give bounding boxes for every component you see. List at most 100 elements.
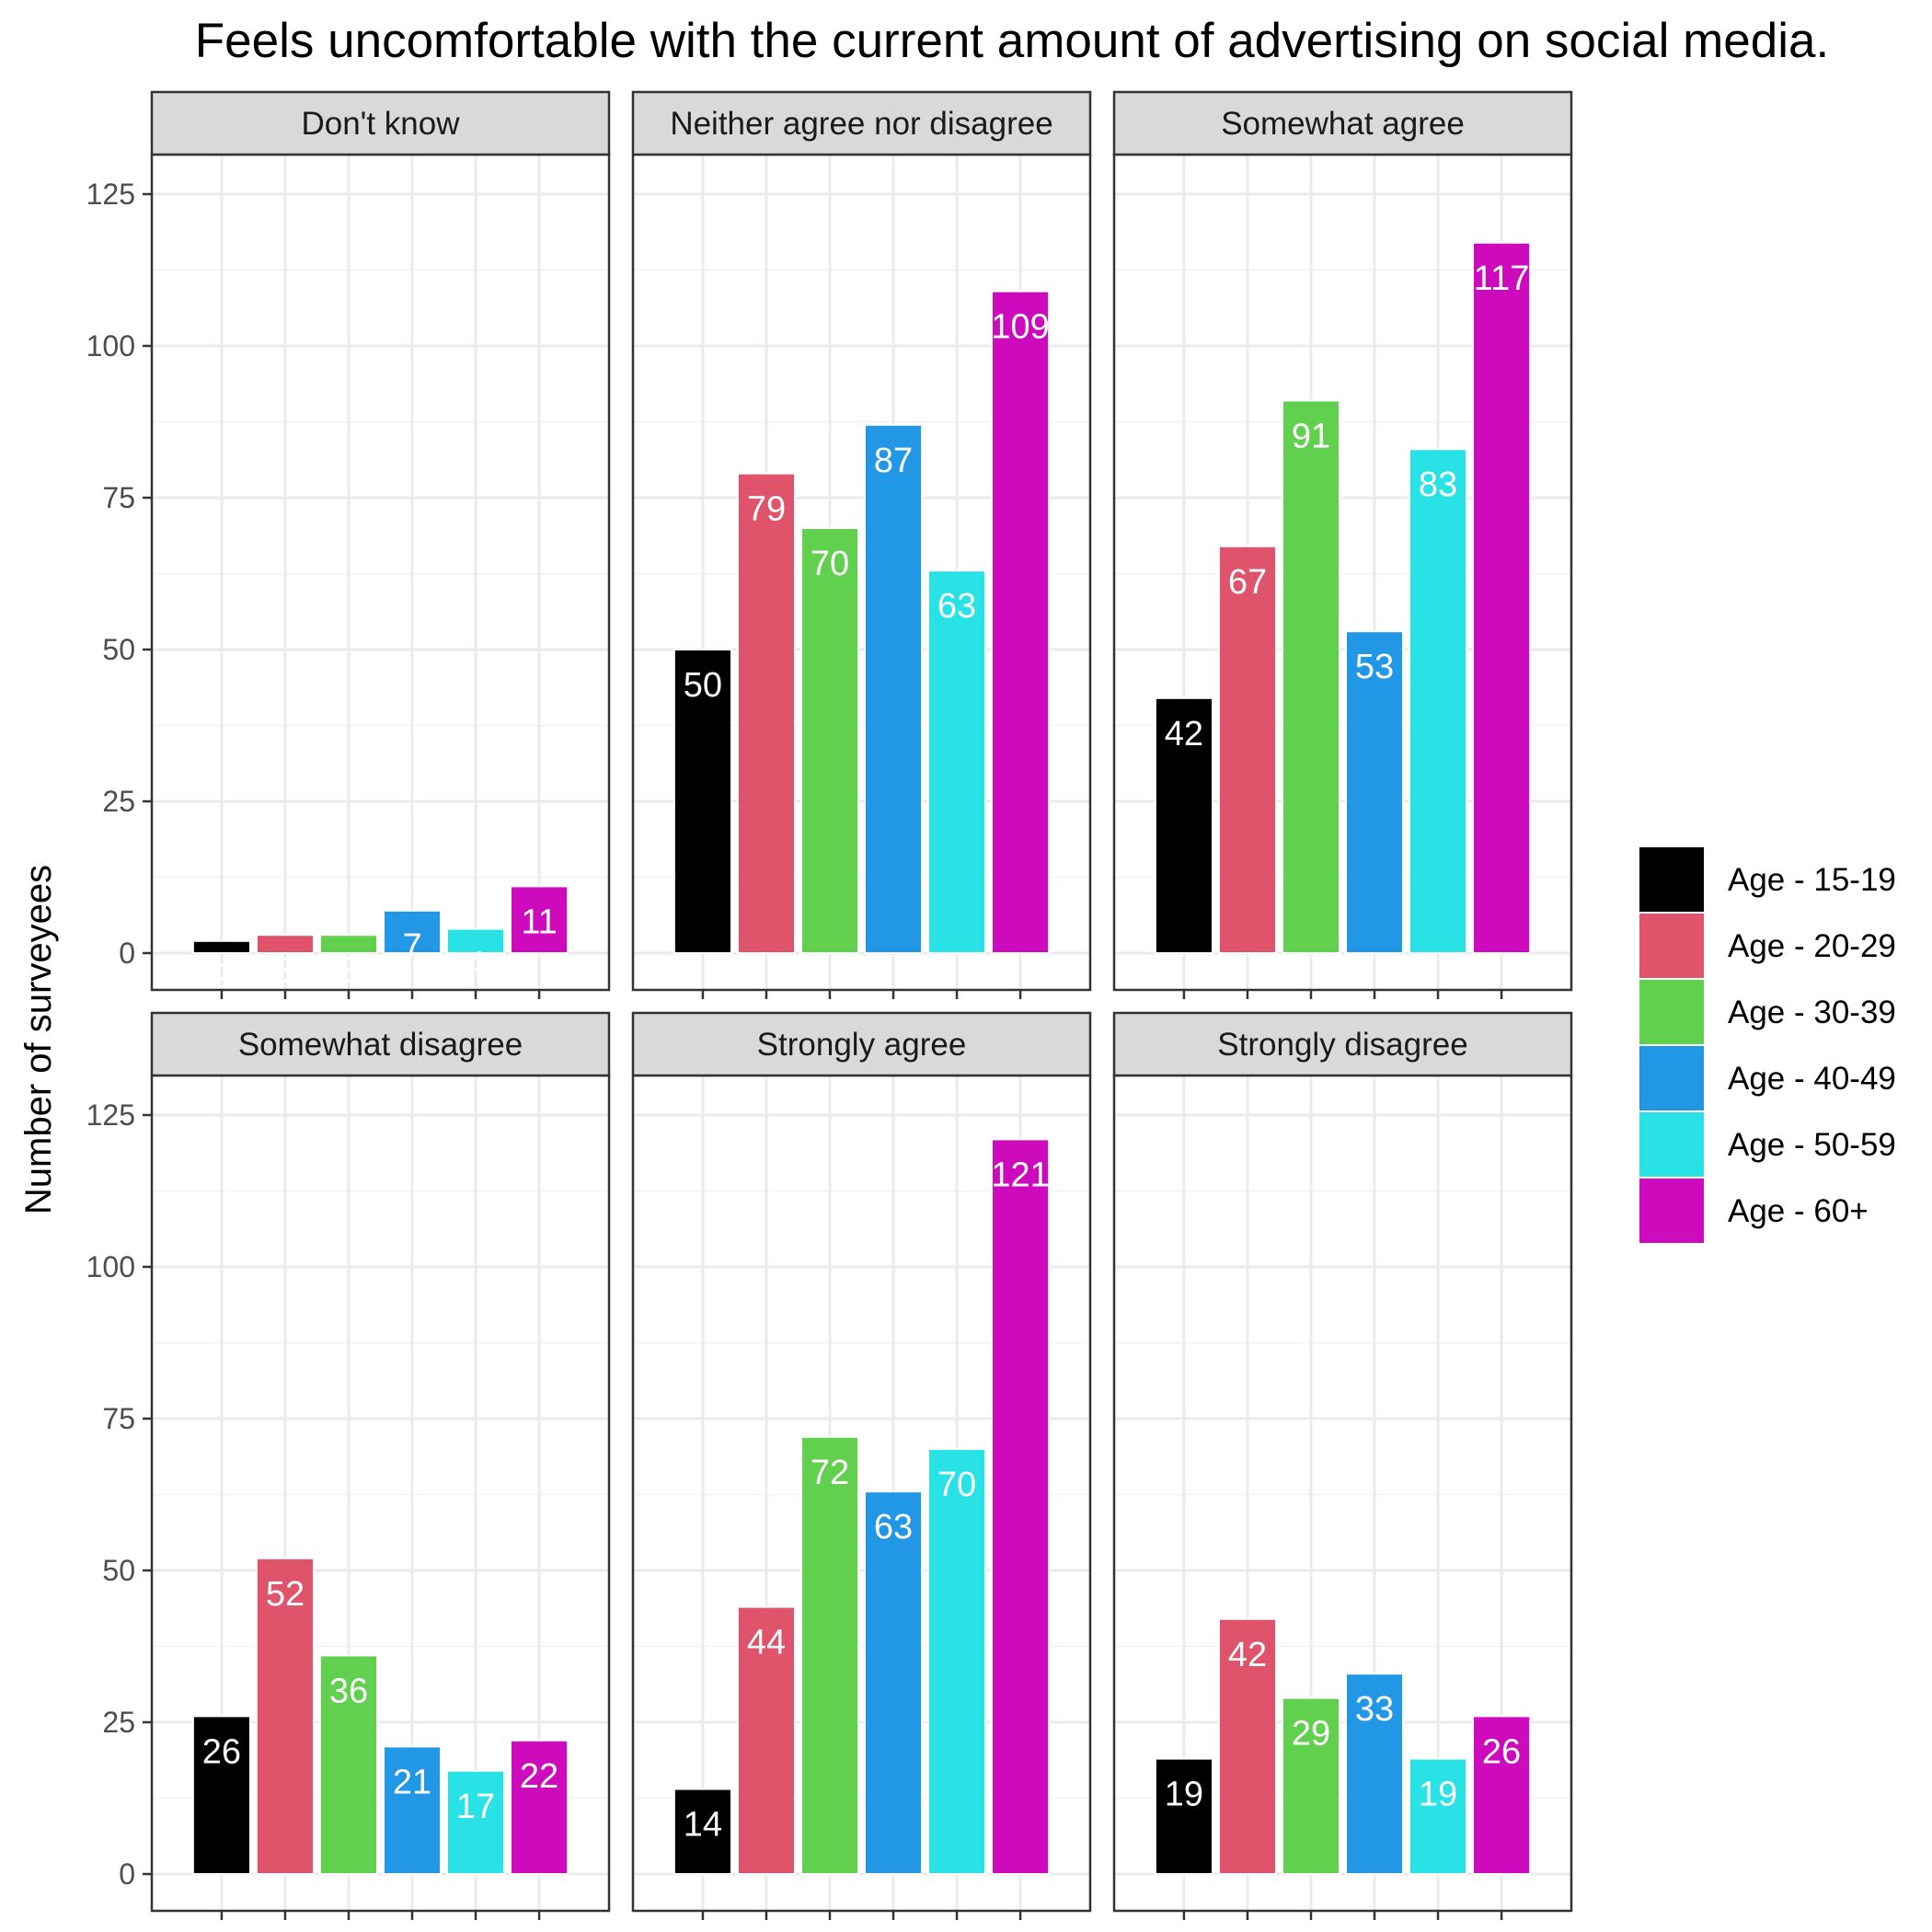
bar-label: 42: [1165, 715, 1203, 753]
bar: [1472, 1715, 1532, 1876]
bar: [1154, 1757, 1213, 1875]
bar-label: 72: [811, 1454, 849, 1492]
bar-label: 7: [402, 927, 421, 966]
bar: [1217, 1617, 1278, 1876]
y-tick-label: 125: [86, 178, 135, 211]
bar-label: 2: [212, 958, 231, 996]
panel-2: 50 79 70 87 63 109 Neither agree nor disagree: [631, 90, 1092, 999]
bar: [1344, 630, 1405, 954]
panel-strip: [150, 90, 611, 156]
legend-label: Age - 60+: [1728, 1193, 1869, 1229]
bar: [673, 649, 732, 954]
bar: [991, 1138, 1051, 1875]
panel-strip: [631, 1011, 1092, 1077]
panel-6: 19 42 29 33 19 26 Strongly disagree: [1112, 1011, 1573, 1920]
panel-strip: [1112, 90, 1573, 156]
bar: [1281, 1696, 1341, 1875]
bar: [1472, 241, 1532, 954]
y-tick-label: 75: [102, 481, 135, 514]
bar-label: 91: [1292, 417, 1330, 455]
y-tick-label: 50: [102, 1554, 135, 1587]
panel-1: 2 3 3 7 4 11 Don't know 0 25 50 75 100 125: [86, 90, 611, 999]
panel-strip-label: Strongly disagree: [1217, 1027, 1467, 1063]
bar: [736, 472, 797, 954]
legend-key: [1639, 914, 1704, 978]
panel-strip-label: Neither agree nor disagree: [670, 106, 1052, 142]
y-tick-label: 125: [86, 1098, 135, 1132]
y-tick-label: 50: [102, 633, 135, 666]
bar-label: 67: [1228, 563, 1267, 602]
legend-key: [1639, 1179, 1704, 1243]
legend: Age - 15-19 Age - 20-29 Age - 30-39 Age - 4…: [1639, 847, 1896, 1243]
bar-label: 121: [991, 1156, 1049, 1194]
legend-label: Age - 40-49: [1728, 1061, 1896, 1097]
y-tick-label: 100: [86, 1250, 135, 1283]
bar-label: 53: [1355, 648, 1394, 686]
bar-label: 3: [339, 951, 358, 990]
bar: [863, 1490, 924, 1875]
bar-label: 87: [874, 442, 913, 480]
panel-strip-label: Somewhat disagree: [238, 1027, 523, 1063]
bar: [445, 1769, 506, 1876]
y-tick-label: 0: [119, 937, 135, 970]
bar-label: 44: [747, 1624, 786, 1662]
y-axis-label: Number of surveyees: [18, 865, 59, 1214]
bar-label: 26: [202, 1732, 241, 1771]
panel-strip-label: Strongly agree: [757, 1027, 967, 1063]
bar: [318, 934, 379, 955]
bar: [799, 1435, 860, 1876]
bar: [1344, 1673, 1405, 1875]
panel-3: 42 67 91 53 83 117 Somewhat agree: [1112, 90, 1573, 999]
bar-label: 109: [991, 308, 1049, 347]
bar-label: 63: [937, 587, 976, 626]
y-tick-label: 100: [86, 329, 135, 362]
bar-label: 19: [1165, 1776, 1203, 1814]
bar: [1154, 696, 1213, 954]
bar: [255, 934, 316, 955]
bar-label: 4: [466, 946, 485, 984]
legend-key: [1639, 980, 1704, 1044]
legend-label: Age - 15-19: [1728, 862, 1896, 898]
legend-key: [1639, 1046, 1704, 1110]
bar-label: 83: [1419, 466, 1457, 504]
y-tick-label: 75: [102, 1402, 135, 1435]
panel-strip: [631, 90, 1092, 156]
bar-label: 42: [1228, 1636, 1267, 1674]
bar: [510, 1739, 569, 1876]
bar: [673, 1788, 732, 1875]
bar: [191, 1715, 251, 1876]
bar: [318, 1654, 379, 1876]
bar: [1408, 448, 1468, 954]
bar-label: 29: [1292, 1715, 1330, 1754]
legend-key: [1639, 847, 1704, 912]
y-tick-label: 0: [119, 1857, 135, 1891]
bar-label: 21: [393, 1763, 431, 1801]
panel-5: 14 44 72 63 70 121 Strongly agree: [631, 1011, 1092, 1920]
legend-label: Age - 20-29: [1728, 928, 1896, 964]
bar-label: 63: [874, 1508, 913, 1547]
bar-label: 11: [521, 903, 557, 941]
panel-4: 26 52 36 21 17 22 Somewhat disagree 0 25 50 75 100 1…: [86, 1011, 611, 1920]
bar: [382, 909, 443, 954]
bar-label: 19: [1419, 1776, 1457, 1814]
y-tick-label: 25: [102, 1706, 135, 1739]
bar: [863, 423, 924, 954]
legend-key: [1639, 1112, 1704, 1177]
bar: [799, 527, 860, 954]
legend-label: Age - 50-59: [1728, 1127, 1896, 1163]
bar: [1408, 1757, 1468, 1875]
bar: [926, 1448, 987, 1875]
bar-label: 70: [811, 545, 849, 583]
bar-label: 52: [266, 1575, 305, 1614]
bar-label: 26: [1482, 1732, 1521, 1771]
bar: [1281, 399, 1341, 954]
bar-label: 22: [520, 1757, 558, 1796]
bar-label: 14: [684, 1806, 722, 1845]
bar-label: 33: [1355, 1690, 1394, 1729]
bar-label: 50: [684, 666, 722, 705]
panel-strip: [1112, 1011, 1573, 1077]
bar-label: 17: [456, 1788, 495, 1826]
bar-label: 79: [747, 490, 786, 529]
